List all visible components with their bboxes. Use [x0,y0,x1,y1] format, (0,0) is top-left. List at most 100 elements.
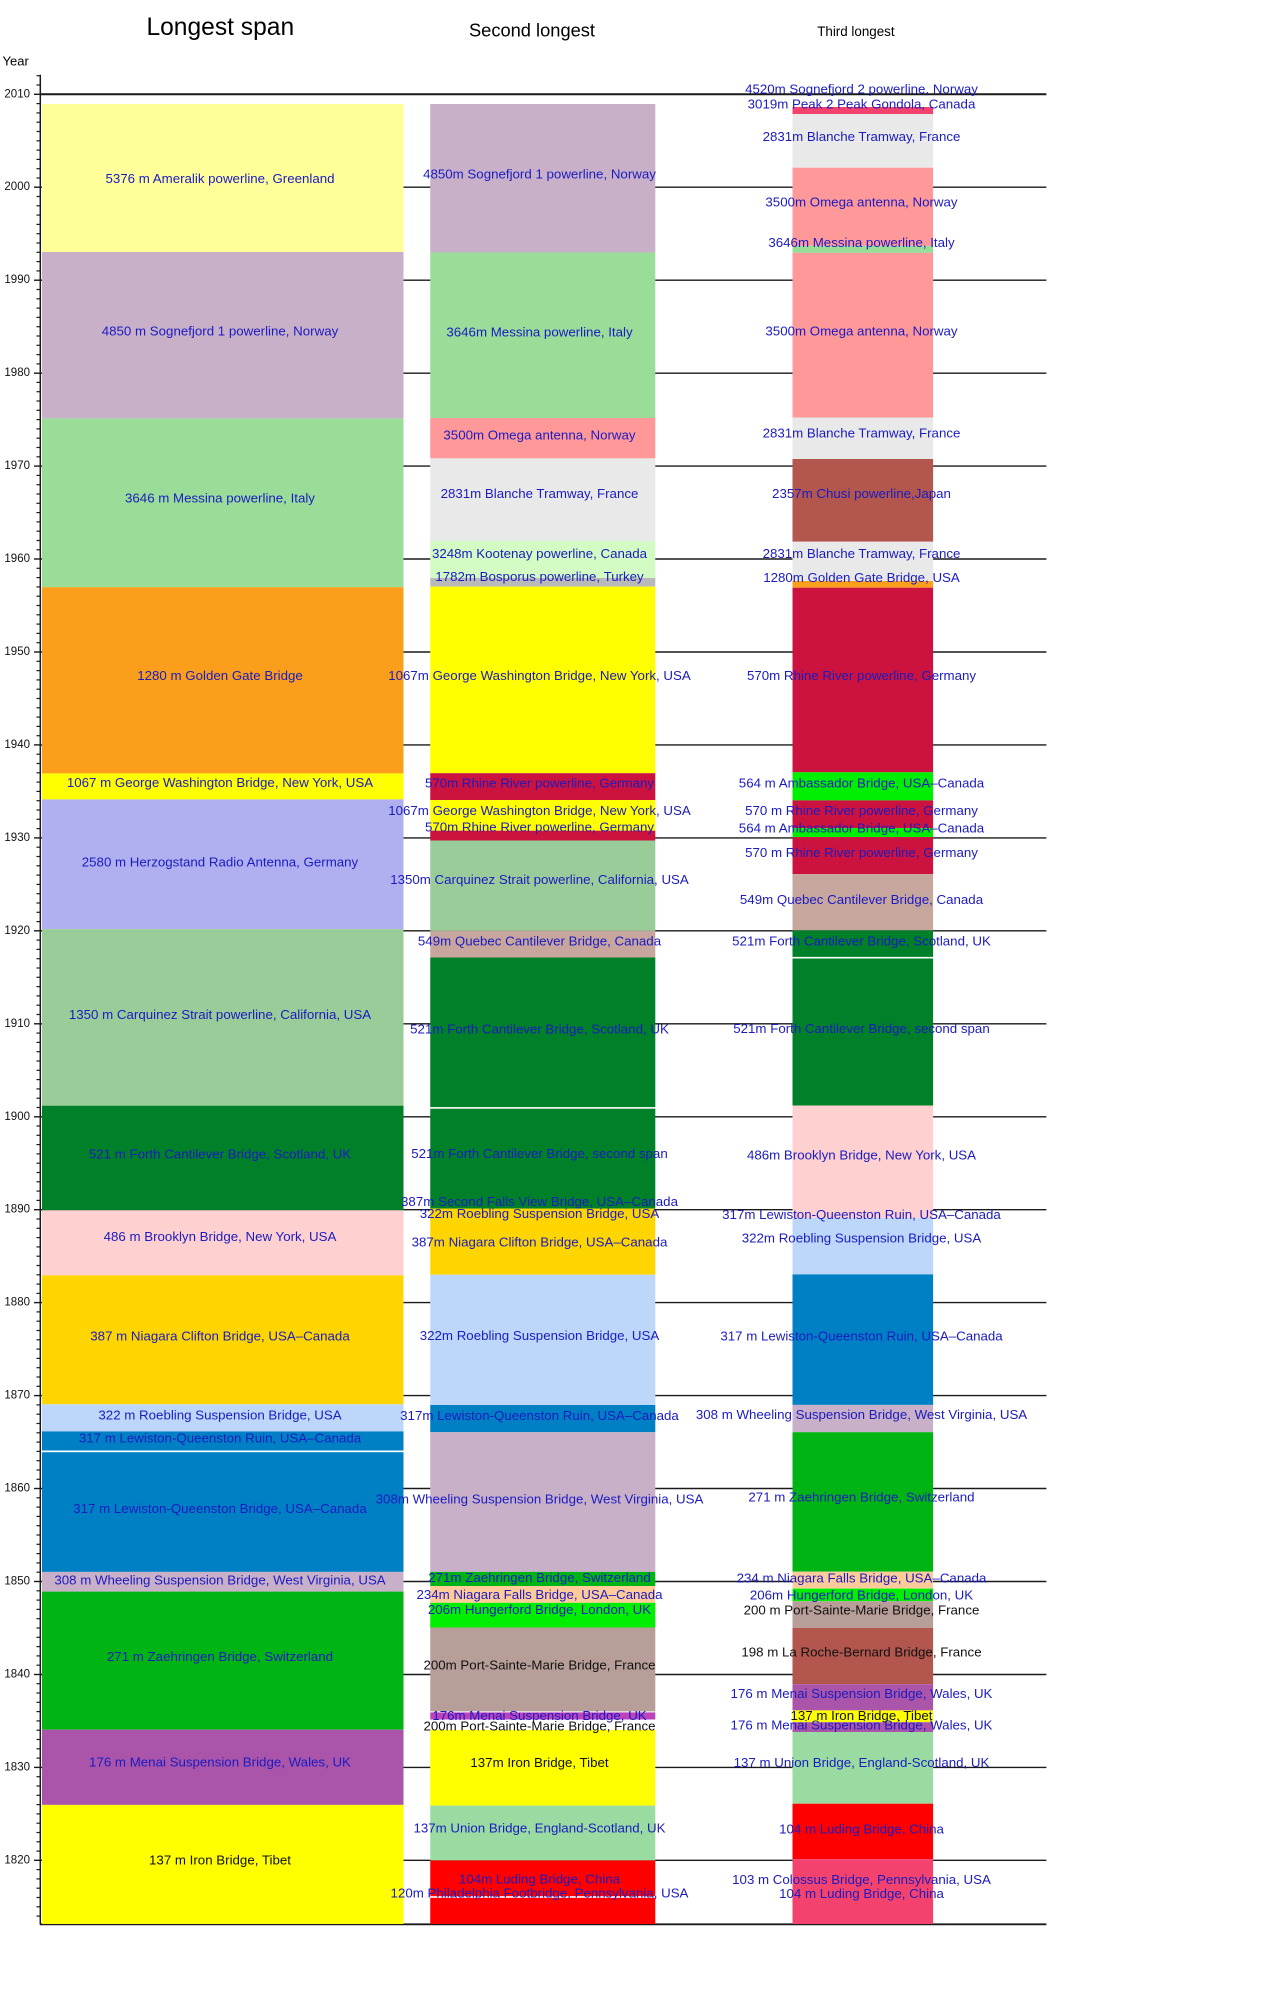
svg-text:317m Lewiston-Queenston Ruin,: 317m Lewiston-Queenston Ruin, USA–Canada [400,1408,679,1423]
svg-text:1930: 1930 [4,832,30,844]
svg-text:387m Second Falls View Bridge,: 387m Second Falls View Bridge, USA–Canad… [401,1194,679,1209]
svg-text:570 m Rhine River powerline, G: 570 m Rhine River powerline, Germany [745,803,978,818]
svg-text:137 m Union Bridge, England-Sc: 137 m Union Bridge, England-Scotland, UK [734,1755,990,1770]
svg-text:1350m Carquinez Strait powerli: 1350m Carquinez Strait powerline, Califo… [390,872,689,887]
svg-text:1840: 1840 [4,1669,30,1681]
svg-text:3646m Messina powerline, Italy: 3646m Messina powerline, Italy [768,235,955,250]
svg-text:1910: 1910 [4,1018,30,1030]
svg-text:200 m Port-Sainte-Marie Bridge: 200 m Port-Sainte-Marie Bridge, France [744,1603,980,1618]
svg-text:200m Port-Sainte-Marie Bridge,: 200m Port-Sainte-Marie Bridge, France [423,1658,655,1673]
svg-text:521m Forth Cantilever Bridge,: 521m Forth Cantilever Bridge, second spa… [411,1146,667,1161]
svg-text:Year: Year [3,53,30,68]
svg-text:104m Luding Bridge, China: 104m Luding Bridge, China [459,1872,621,1887]
svg-text:322m Roebling Suspension Bridg: 322m Roebling Suspension Bridge, USA [420,1206,660,1221]
svg-text:206m Hungerford Bridge, London: 206m Hungerford Bridge, London, UK [428,1602,651,1617]
svg-text:137m Iron Bridge, Tibet: 137m Iron Bridge, Tibet [470,1755,609,1770]
svg-text:1880: 1880 [4,1297,30,1309]
svg-text:271 m Zaehringen Bridge, Switz: 271 m Zaehringen Bridge, Switzerland [748,1489,974,1504]
svg-text:2357m Chusi powerline,Japan: 2357m Chusi powerline,Japan [772,486,951,501]
svg-text:200m Port-Sainte-Marie Bridge,: 200m Port-Sainte-Marie Bridge, France [423,1719,655,1734]
svg-text:2831m Blanche Tramway, France: 2831m Blanche Tramway, France [763,426,961,441]
svg-text:317m Lewiston-Queenston Ruin,: 317m Lewiston-Queenston Ruin, USA–Canada [722,1207,1001,1222]
svg-text:4850m Sognefjord 1 powerline,: 4850m Sognefjord 1 powerline, Norway [423,167,656,182]
svg-text:5376 m Ameralik powerline, Gre: 5376 m Ameralik powerline, Greenland [105,171,334,186]
svg-text:3646 m Messina powerline, Ital: 3646 m Messina powerline, Italy [125,491,315,506]
svg-text:3500m Omega antenna, Norway: 3500m Omega antenna, Norway [443,427,636,442]
svg-text:1980: 1980 [4,367,30,379]
svg-text:322m Roebling Suspension Bridg: 322m Roebling Suspension Bridge, USA [420,1328,660,1343]
svg-text:Longest span: Longest span [146,14,294,41]
svg-text:120m Philadelphia Footbridge,: 120m Philadelphia Footbridge, Pennsylvan… [391,1885,689,1900]
svg-text:1782m Bosporus powerline, Turk: 1782m Bosporus powerline, Turkey [435,569,644,584]
svg-text:387m Niagara Clifton Bridge, U: 387m Niagara Clifton Bridge, USA–Canada [412,1234,668,1249]
svg-text:176 m Menai Suspension Bridge,: 176 m Menai Suspension Bridge, Wales, UK [89,1755,351,1770]
svg-text:234 m Niagara Falls Bridge, US: 234 m Niagara Falls Bridge, USA–Canada [737,1570,987,1585]
svg-text:2580 m Herzogstand Radio Anten: 2580 m Herzogstand Radio Antenna, German… [82,854,359,869]
svg-text:3500m Omega antenna, Norway: 3500m Omega antenna, Norway [765,324,958,339]
svg-text:1280 m Golden Gate Bridge: 1280 m Golden Gate Bridge [137,668,303,683]
svg-text:1280m Golden Gate Bridge, USA: 1280m Golden Gate Bridge, USA [763,570,960,585]
svg-text:570m Rhine River powerline, Ge: 570m Rhine River powerline, Germany [425,776,654,791]
svg-text:137 m Iron Bridge, Tibet: 137 m Iron Bridge, Tibet [791,1708,933,1723]
svg-text:1830: 1830 [4,1761,30,1773]
svg-text:1900: 1900 [4,1111,30,1123]
svg-text:176 m Menai Suspension Bridge,: 176 m Menai Suspension Bridge, Wales, UK [731,1718,993,1733]
svg-text:521m Forth Cantilever Bridge,: 521m Forth Cantilever Bridge, Scotland, … [410,1021,669,1036]
svg-text:Second longest: Second longest [469,19,595,40]
svg-text:3500m Omega antenna, Norway: 3500m Omega antenna, Norway [765,194,958,209]
svg-text:4850 m Sognefjord 1 powerline,: 4850 m Sognefjord 1 powerline, Norway [102,323,339,338]
svg-text:1920: 1920 [4,925,30,937]
svg-text:1950: 1950 [4,646,30,658]
svg-text:1960: 1960 [4,553,30,565]
svg-text:549m Quebec Cantilever Bridge,: 549m Quebec Cantilever Bridge, Canada [740,892,984,907]
svg-text:1870: 1870 [4,1390,30,1402]
svg-text:570m Rhine River powerline, Ge: 570m Rhine River powerline, Germany [747,668,976,683]
svg-text:564 m Ambassador Bridge, USA–C: 564 m Ambassador Bridge, USA–Canada [739,821,985,836]
svg-text:176m Menai Suspension Bridge,: 176m Menai Suspension Bridge, UK [432,1708,646,1723]
svg-text:1067 m George Washington Bridg: 1067 m George Washington Bridge, New Yor… [67,775,373,790]
svg-text:2000: 2000 [4,181,30,193]
svg-text:486m Brooklyn Bridge, New York: 486m Brooklyn Bridge, New York, USA [747,1148,976,1163]
svg-text:1350 m Carquinez Strait powerl: 1350 m Carquinez Strait powerline, Calif… [69,1007,371,1022]
svg-text:322m Roebling Suspension Bridg: 322m Roebling Suspension Bridge, USA [742,1230,982,1245]
svg-text:Third longest: Third longest [817,24,895,39]
svg-text:103 m Colossus Bridge, Pennsyl: 103 m Colossus Bridge, Pennsylvania, USA [732,1872,991,1887]
svg-text:521m Forth Cantilever Bridge,: 521m Forth Cantilever Bridge, Scotland, … [732,934,991,949]
svg-text:3248m Kootenay powerline, Cana: 3248m Kootenay powerline, Canada [432,546,648,561]
svg-text:4520m Sognefjord 2 powerline,: 4520m Sognefjord 2 powerline, Norway [745,82,978,97]
svg-text:2831m Blanche Tramway, France: 2831m Blanche Tramway, France [763,129,961,144]
svg-text:308 m Wheeling Suspension Brid: 308 m Wheeling Suspension Bridge, West V… [696,1407,1027,1422]
svg-text:2010: 2010 [4,88,30,100]
svg-text:549m Quebec Cantilever Bridge,: 549m Quebec Cantilever Bridge, Canada [418,934,662,949]
svg-text:1890: 1890 [4,1204,30,1216]
svg-text:1990: 1990 [4,274,30,286]
svg-text:271 m Zaehringen Bridge, Switz: 271 m Zaehringen Bridge, Switzerland [107,1649,333,1664]
svg-text:1820: 1820 [4,1854,30,1866]
svg-text:2831m Blanche Tramway, France: 2831m Blanche Tramway, France [763,546,961,561]
svg-text:3646m Messina powerline, Italy: 3646m Messina powerline, Italy [446,325,633,340]
svg-text:104 m Luding Bridge, China: 104 m Luding Bridge, China [779,1886,944,1901]
svg-text:322 m Roebling Suspension Brid: 322 m Roebling Suspension Bridge, USA [98,1408,341,1423]
svg-text:387 m Niagara Clifton Bridge,: 387 m Niagara Clifton Bridge, USA–Canada [90,1329,350,1344]
svg-text:1970: 1970 [4,460,30,472]
svg-text:1860: 1860 [4,1483,30,1495]
svg-text:176 m Menai Suspension Bridge,: 176 m Menai Suspension Bridge, Wales, UK [731,1686,993,1701]
svg-text:570m Rhine River powerline, Ge: 570m Rhine River powerline, Germany [425,820,654,835]
svg-text:104 m Luding Bridge, China: 104 m Luding Bridge, China [779,1822,944,1837]
svg-text:570 m Rhine River powerline, G: 570 m Rhine River powerline, Germany [745,845,978,860]
svg-text:271m Zaehringen Bridge, Switze: 271m Zaehringen Bridge, Switzerland [428,1570,650,1585]
svg-text:137m Union Bridge, England-Sco: 137m Union Bridge, England-Scotland, UK [413,1821,665,1836]
svg-text:317 m Lewiston-Queenston Ruin,: 317 m Lewiston-Queenston Ruin, USA–Canad… [79,1431,362,1446]
svg-text:198 m La Roche-Bernard Bridge,: 198 m La Roche-Bernard Bridge, France [741,1644,981,1659]
svg-text:308 m Wheeling Suspension Brid: 308 m Wheeling Suspension Bridge, West V… [54,1573,385,1588]
svg-text:317 m Lewiston-Queenston Bridg: 317 m Lewiston-Queenston Bridge, USA–Can… [73,1501,367,1516]
svg-text:486 m Brooklyn Bridge, New Yor: 486 m Brooklyn Bridge, New York, USA [104,1229,337,1244]
svg-text:521m Forth Cantilever Bridge,: 521m Forth Cantilever Bridge, second spa… [733,1021,989,1036]
svg-text:234m Niagara Falls Bridge, USA: 234m Niagara Falls Bridge, USA–Canada [416,1587,663,1602]
svg-text:2831m Blanche Tramway, France: 2831m Blanche Tramway, France [441,486,639,501]
svg-text:564 m Ambassador Bridge, USA–C: 564 m Ambassador Bridge, USA–Canada [739,776,985,791]
svg-text:206m Hungerford Bridge, London: 206m Hungerford Bridge, London, UK [750,1588,973,1603]
svg-text:1850: 1850 [4,1576,30,1588]
svg-text:3019m Peak 2 Peak Gondola, Can: 3019m Peak 2 Peak Gondola, Canada [748,97,976,112]
svg-text:1940: 1940 [4,739,30,751]
